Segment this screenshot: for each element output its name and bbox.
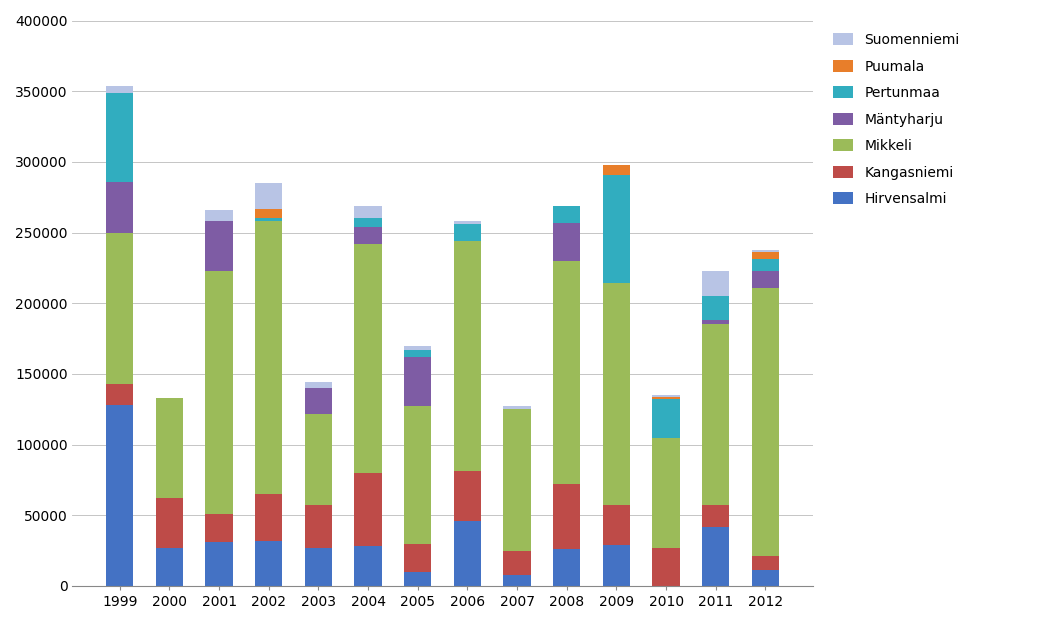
Bar [553, 261, 580, 484]
Bar [652, 399, 679, 437]
Bar [602, 283, 630, 505]
Bar [751, 250, 779, 252]
Bar [503, 550, 530, 575]
Bar [305, 388, 332, 414]
Bar [751, 288, 779, 556]
Bar [454, 521, 481, 586]
Bar [503, 406, 530, 409]
Bar [553, 206, 580, 223]
Bar [702, 296, 729, 320]
Bar [106, 182, 133, 233]
Bar [751, 252, 779, 260]
Bar [553, 549, 580, 586]
Bar [106, 384, 133, 405]
Bar [156, 398, 183, 499]
Bar [503, 409, 530, 550]
Bar [354, 473, 381, 547]
Legend: Suomenniemi, Puumala, Pertunmaa, Mäntyharju, Mikkeli, Kangasniemi, Hirvensalmi: Suomenniemi, Puumala, Pertunmaa, Mäntyha… [827, 27, 965, 212]
Bar [106, 405, 133, 586]
Bar [702, 324, 729, 505]
Bar [205, 210, 232, 222]
Bar [751, 260, 779, 271]
Bar [404, 544, 431, 572]
Bar [652, 395, 679, 396]
Bar [106, 92, 133, 182]
Bar [454, 222, 481, 224]
Bar [454, 472, 481, 521]
Bar [156, 499, 183, 548]
Bar [205, 514, 232, 542]
Bar [404, 572, 431, 586]
Bar [255, 541, 282, 586]
Bar [652, 396, 679, 399]
Bar [751, 556, 779, 570]
Bar [454, 224, 481, 241]
Bar [354, 206, 381, 218]
Bar [404, 406, 431, 544]
Bar [255, 208, 282, 218]
Bar [553, 484, 580, 549]
Bar [602, 545, 630, 586]
Bar [702, 527, 729, 586]
Bar [553, 223, 580, 261]
Bar [602, 505, 630, 545]
Bar [602, 165, 630, 175]
Bar [255, 183, 282, 208]
Bar [354, 227, 381, 244]
Bar [305, 505, 332, 548]
Bar [354, 547, 381, 586]
Bar [305, 414, 332, 505]
Bar [751, 271, 779, 288]
Bar [305, 383, 332, 388]
Bar [354, 244, 381, 473]
Bar [652, 548, 679, 586]
Bar [454, 241, 481, 472]
Bar [205, 542, 232, 586]
Bar [404, 350, 431, 357]
Bar [255, 494, 282, 541]
Bar [702, 505, 729, 527]
Bar [305, 548, 332, 586]
Bar [255, 222, 282, 494]
Bar [255, 218, 282, 222]
Bar [702, 271, 729, 296]
Bar [106, 85, 133, 92]
Bar [156, 548, 183, 586]
Bar [404, 357, 431, 406]
Bar [652, 437, 679, 548]
Bar [354, 218, 381, 227]
Bar [702, 320, 729, 324]
Bar [205, 271, 232, 514]
Bar [205, 222, 232, 271]
Bar [404, 346, 431, 350]
Bar [602, 175, 630, 283]
Bar [503, 575, 530, 586]
Bar [751, 570, 779, 586]
Bar [106, 233, 133, 384]
